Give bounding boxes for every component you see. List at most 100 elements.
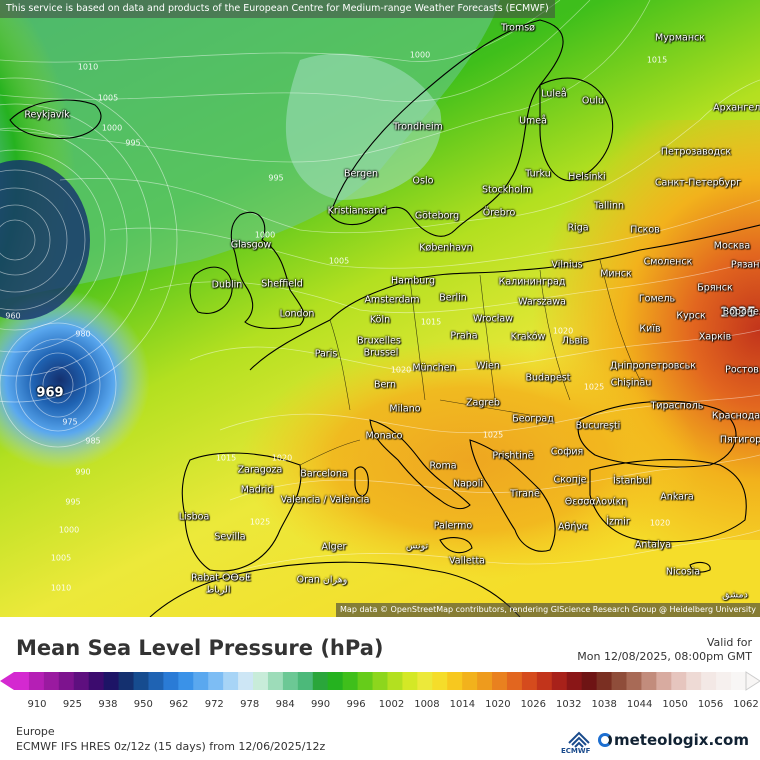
isobar-label: 1005 <box>328 256 350 266</box>
isobar-label: 1005 <box>97 93 119 103</box>
city-label: Львів <box>561 335 589 347</box>
weather-map[interactable]: This service is based on data and produc… <box>0 0 760 617</box>
city-label: Минск <box>600 268 632 280</box>
city-label: Antalya <box>634 539 672 551</box>
isobar-label: 1010 <box>50 583 72 593</box>
city-label: Barcelona <box>300 468 348 480</box>
meteologix-logo[interactable]: meteologix.com <box>598 731 749 749</box>
scale-swatch <box>447 672 463 690</box>
scale-tick-label: 1002 <box>378 699 405 710</box>
scale-swatch <box>671 672 687 690</box>
city-label: Київ <box>639 323 661 335</box>
low-center-label: 969 <box>36 385 64 401</box>
scale-swatch <box>163 672 179 690</box>
isobar-label: 1025 <box>583 382 605 392</box>
isobar-label: 1020 <box>552 326 574 336</box>
scale-swatch <box>581 672 598 690</box>
scale-swatch <box>14 672 30 690</box>
south-high <box>240 340 700 580</box>
scale-swatch <box>521 672 538 690</box>
isobar-label: 980 <box>75 329 91 339</box>
scale-swatch <box>462 672 478 690</box>
scale-arrow-right <box>745 671 760 691</box>
city-label: Zagreb <box>466 397 500 409</box>
scale-swatch <box>402 672 418 690</box>
scale-tick-label: 925 <box>62 699 82 710</box>
city-label: Sheffield <box>261 278 303 290</box>
brand-text: meteologix.com <box>614 731 749 749</box>
city-label: Краснодар <box>711 410 760 422</box>
city-label: Praha <box>450 330 478 342</box>
city-label: Воронеж <box>722 306 760 318</box>
city-label: Nicosia <box>665 566 701 578</box>
city-label: Tiranë <box>510 488 540 500</box>
scale-swatch <box>253 672 269 690</box>
scale-swatch <box>73 672 90 690</box>
scale-swatch <box>686 672 702 690</box>
city-label: Псков <box>630 224 660 236</box>
city-label: Helsinki <box>568 171 606 183</box>
city-label: Valletta <box>449 555 485 567</box>
scale-tick-label: 972 <box>204 699 224 710</box>
model-run-label: ECMWF IFS HRES 0z/12z (15 days) from 12/… <box>16 740 326 753</box>
city-label: Reykjavík <box>24 109 70 121</box>
scale-swatch <box>118 672 135 690</box>
city-label: Bergen <box>344 168 378 180</box>
city-label: Berlin <box>439 292 467 304</box>
isobar-label: 985 <box>85 436 101 446</box>
scale-swatch <box>103 672 120 690</box>
city-label: Wien <box>476 360 500 372</box>
city-label: København <box>419 242 473 254</box>
map-data-attribution: Map data © OpenStreetMap contributors, r… <box>336 603 760 617</box>
isobar-label: 1000 <box>101 123 123 133</box>
scale-swatch <box>716 672 732 690</box>
city-label: Москва <box>713 240 751 252</box>
city-label: Рязань <box>730 259 760 271</box>
scale-swatch <box>357 672 374 690</box>
city-label: Paris <box>314 348 338 360</box>
scale-swatch <box>387 672 403 690</box>
high-center-label: 1035 <box>719 305 757 321</box>
scale-tick-label: 1014 <box>449 699 476 710</box>
city-label: Zaragoza <box>237 464 283 476</box>
city-label: София <box>550 446 584 458</box>
city-label: Madrid <box>240 484 274 496</box>
scale-swatch <box>432 672 448 690</box>
city-label: Tromsø <box>501 22 535 34</box>
city-label: Bern <box>373 379 397 391</box>
scale-swatch <box>566 672 583 690</box>
city-label: Αθήνα <box>558 521 588 533</box>
city-label: Tallinn <box>593 200 625 212</box>
scale-swatch <box>178 672 194 690</box>
isobar-label: 1015 <box>215 453 237 463</box>
scale-swatch <box>731 672 747 690</box>
isobar-label: 1020 <box>390 365 412 375</box>
scale-swatch <box>492 672 508 690</box>
city-label: Hamburg <box>390 275 436 287</box>
city-label: München <box>412 362 456 374</box>
ecmwf-logo-icon <box>568 731 590 748</box>
city-label: Luleå <box>541 88 567 100</box>
city-label: Napoli <box>452 478 484 490</box>
scale-swatch <box>267 672 284 690</box>
scale-tick-label: 1032 <box>556 699 582 710</box>
city-label: Trondheim <box>393 121 443 133</box>
scale-swatch <box>372 672 388 690</box>
city-label: Stockholm <box>481 184 533 196</box>
city-label: دمشق <box>722 589 748 601</box>
chart-title: Mean Sea Level Pressure (hPa) <box>16 636 384 660</box>
city-label: Umeå <box>519 115 547 127</box>
color-scale-bar <box>0 671 760 691</box>
scale-tick-label: 962 <box>169 699 189 710</box>
isobar-label: 995 <box>125 138 141 148</box>
scale-swatch <box>193 672 209 690</box>
scale-swatch <box>88 672 105 690</box>
scale-tick-label: 1020 <box>485 699 511 710</box>
scale-arrow-left <box>0 672 14 690</box>
city-label: Wrocław <box>473 313 513 325</box>
scale-tick-label: 1062 <box>733 699 759 710</box>
region-label: Europe <box>16 725 55 738</box>
city-label: Дніпропетровськ <box>610 360 696 372</box>
city-label: Тирасполь <box>650 400 704 412</box>
city-label: Kristiansand <box>327 205 387 217</box>
